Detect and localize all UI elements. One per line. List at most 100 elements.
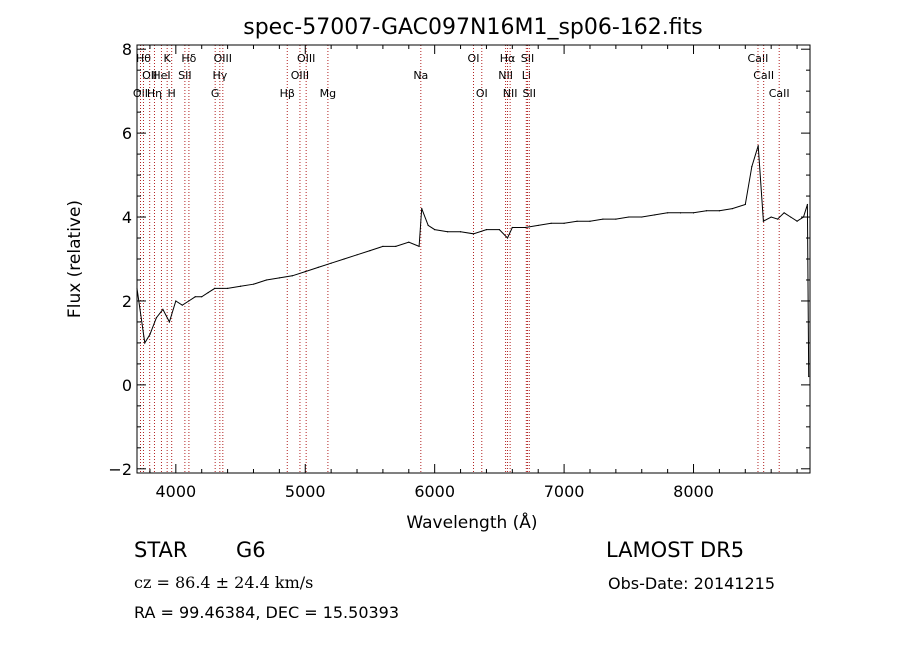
spectrum-data-point: [155, 317, 158, 319]
spectrum-data-point: [667, 212, 669, 214]
spectrum-data-point: [201, 296, 203, 298]
spectrum-data-point: [395, 245, 397, 248]
redshift-velocity: cz = 86.4 ± 24.4 km/s: [134, 573, 314, 592]
spectrum-data-point: [718, 210, 721, 212]
observation-date: Obs-Date: 20141215: [608, 574, 776, 593]
spectrum-data-point: [615, 218, 617, 220]
spectral-line-label: H: [168, 87, 176, 100]
spectrum-data-point: [506, 237, 509, 239]
spectrum-data-point: [777, 218, 779, 220]
spectrum-data-point: [731, 208, 733, 210]
spectral-line-label: CaII: [769, 87, 790, 100]
series-layer: [136, 145, 810, 378]
spectral-line-label: CaII: [753, 69, 774, 82]
spectrum-data-point: [459, 231, 462, 233]
spectrum-data-point: [369, 250, 371, 252]
spectrum-data-point: [434, 229, 436, 231]
spectrum-data-point: [408, 241, 410, 243]
spectral-line-label: OII: [142, 69, 157, 82]
spectral-line-label: G: [211, 87, 220, 100]
x-tick-label: 5000: [285, 482, 326, 501]
spectrum-data-point: [641, 216, 643, 218]
object-class: STAR: [134, 538, 188, 562]
spectrum-data-point: [783, 212, 785, 214]
spectral-line-label: OIII: [291, 69, 309, 82]
spectrum-data-point: [705, 210, 708, 212]
survey-name: LAMOST DR5: [606, 538, 745, 562]
spectrum-data-point: [265, 279, 268, 281]
spectrum-data-point: [149, 333, 151, 336]
x-tick-label: 8000: [673, 482, 714, 501]
spectrum-data-point: [744, 203, 746, 206]
spectrum-data-point: [304, 270, 306, 273]
spectral-line-label: Li: [522, 69, 531, 82]
y-tick-label: 6: [122, 124, 132, 143]
spectral-line-label: SII: [178, 69, 191, 82]
spectrum-data-point: [789, 216, 792, 218]
spectrum-data-point: [239, 285, 242, 287]
spectral-line-label: HeI: [152, 69, 170, 82]
x-axis-label: Wavelength (Å): [406, 511, 537, 533]
chart-title: spec-57007-GAC097N16M1_sp06-162.fits: [243, 15, 703, 40]
y-tick-label: 0: [122, 376, 132, 395]
spectrum-data-point: [181, 304, 183, 306]
y-tick-label: −2: [108, 460, 132, 479]
spectral-line-label: Mg: [320, 87, 336, 100]
y-tick-label: 4: [122, 208, 132, 227]
spectral-line-label: OIII: [214, 52, 232, 65]
spectrum-data-point: [692, 212, 695, 214]
x-tick-label: 6000: [414, 482, 455, 501]
spectrum-data-point: [317, 266, 319, 268]
spectrum-data-point: [168, 321, 170, 323]
spectrum-data-point: [796, 220, 798, 222]
spectrum-data-point: [563, 222, 565, 224]
spectrum-data-point: [472, 233, 475, 235]
axis-ticks-layer: 4000 5000 6000 7000 8000 −2 0 2 4 6 8: [108, 40, 810, 501]
spectrum-data-point: [207, 291, 209, 294]
spectrum-data-point: [144, 342, 146, 344]
spectral-line-label: Hδ: [181, 52, 196, 65]
spectral-line-label: SII: [521, 52, 534, 65]
spectrum-data-point: [427, 224, 429, 227]
spectrum-data-point: [291, 275, 293, 277]
spectral-line-label: NII: [503, 87, 518, 100]
object-subclass: G6: [236, 538, 266, 562]
spectral-line-label: OIII: [297, 52, 315, 65]
spectrum-data-point: [343, 258, 345, 260]
spectrum-data-point: [214, 287, 216, 289]
spectral-line-label: SII: [523, 87, 536, 100]
spectrum-data-point: [447, 231, 449, 233]
spectral-line-label: OI: [476, 87, 488, 100]
spectrum-data-point: [550, 222, 552, 224]
spectrum-data-point: [589, 220, 591, 222]
spectrum-data-point: [602, 218, 604, 220]
spectrum-data-point: [654, 214, 656, 216]
spectral-line-label: Na: [413, 69, 428, 82]
spectrum-data-point: [770, 216, 772, 218]
spectrum-data-point: [628, 216, 630, 218]
spectral-line-label: OII: [133, 87, 148, 100]
spectral-line-label: OI: [468, 52, 480, 65]
y-tick-label: 2: [122, 292, 132, 311]
x-tick-label: 4000: [155, 482, 196, 501]
spectral-line-label: K: [164, 52, 172, 65]
spectral-line-label: Hγ: [212, 69, 227, 82]
spectrum-data-point: [226, 287, 229, 289]
spectrum-data-point: [421, 208, 423, 210]
spectral-line-label: NII: [498, 69, 513, 82]
spectrum-series-line: [136, 145, 810, 377]
spectrum-data-point: [576, 220, 578, 222]
x-tick-label: 7000: [544, 482, 585, 501]
ra-dec-coordinates: RA = 99.46384, DEC = 15.50393: [134, 603, 400, 622]
spectrum-data-point: [762, 220, 765, 222]
spectral-lines-layer: OIIHθOIIHηHeIKHSIIHδGHγOIIIHβOIIIOIIIMgN…: [133, 45, 790, 473]
spectrum-data-point: [498, 229, 500, 231]
spectral-line-label: Hα: [500, 52, 516, 65]
spectrum-data-point: [278, 277, 280, 279]
spectral-line-label: CaII: [748, 52, 769, 65]
spectrum-data-point: [751, 166, 753, 168]
spectral-line-label: Hη: [147, 87, 162, 100]
spectrum-data-point: [524, 226, 526, 229]
spectrum-data-point: [511, 226, 513, 229]
spectrum-data-point: [188, 300, 190, 302]
